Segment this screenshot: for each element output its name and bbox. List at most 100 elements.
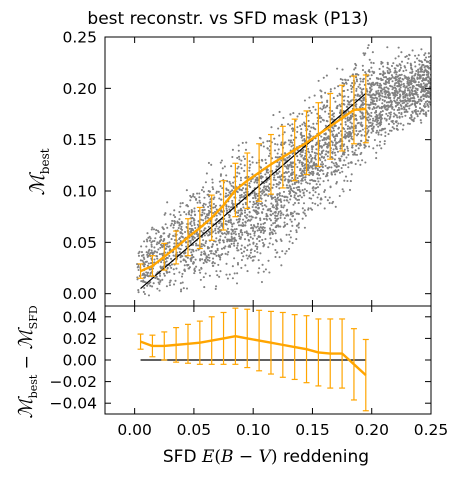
scatter-point [404, 104, 407, 107]
scatter-point [323, 189, 326, 192]
scatter-point [384, 83, 387, 86]
scatter-point [288, 240, 291, 243]
scatter-point [268, 271, 271, 274]
scatter-point [180, 288, 183, 291]
scatter-point [175, 267, 178, 270]
scatter-point [201, 258, 204, 261]
scatter-point [424, 52, 427, 55]
scatter-point [202, 204, 205, 207]
scatter-point [257, 206, 260, 209]
scatter-point [214, 229, 217, 232]
scatter-point [231, 155, 234, 159]
scatter-point [267, 186, 271, 189]
scatter-point [240, 259, 243, 262]
scatter-point [404, 66, 407, 69]
scatter-point [414, 105, 417, 108]
scatter-point [400, 107, 403, 110]
scatter-point [262, 208, 265, 211]
scatter-point [382, 127, 385, 131]
scatter-point [359, 163, 362, 166]
scatter-point [346, 147, 349, 150]
scatter-point [381, 98, 384, 101]
scatter-point [277, 212, 280, 215]
scatter-point [360, 121, 363, 124]
scatter-point [290, 172, 293, 175]
scatter-point [386, 71, 389, 74]
scatter-point [219, 174, 222, 177]
scatter-point [240, 228, 243, 232]
scatter-point [363, 53, 366, 57]
scatter-point [296, 149, 299, 152]
scatter-point [262, 228, 265, 231]
scatter-point [220, 159, 223, 162]
scatter-point [317, 79, 320, 82]
scatter-point [159, 243, 163, 246]
scatter-point [239, 188, 242, 191]
scatter-point [414, 54, 417, 57]
scatter-point [245, 216, 248, 219]
scatter-point [314, 187, 317, 190]
scatter-point [326, 146, 329, 149]
scatter-point [289, 113, 292, 116]
scatter-point [237, 144, 240, 147]
scatter-point [397, 106, 400, 109]
scatter-point [384, 135, 387, 138]
scatter-point [144, 260, 147, 264]
scatter-point [414, 65, 417, 68]
scatter-point [315, 152, 318, 155]
scatter-point [308, 171, 311, 174]
scatter-point [186, 256, 189, 259]
scatter-point [248, 160, 251, 163]
scatter-point [368, 91, 371, 94]
scatter-point [321, 118, 324, 121]
scatter-point [206, 256, 209, 259]
scatter-point [287, 179, 290, 183]
scatter-point [225, 207, 228, 210]
scatter-point [308, 161, 311, 164]
scatter-point [246, 257, 249, 260]
scatter-point [194, 198, 198, 201]
scatter-point [231, 225, 234, 228]
scatter-point [373, 107, 376, 110]
scatter-point [211, 243, 214, 246]
scatter-point [380, 147, 383, 150]
scatter-point [331, 144, 334, 147]
scatter-point [324, 110, 327, 113]
scatter-point [245, 230, 248, 233]
scatter-point [332, 162, 335, 165]
scatter-point [331, 141, 334, 144]
scatter-point [382, 88, 385, 91]
scatter-point [311, 201, 314, 205]
scatter-point [301, 178, 304, 181]
scatter-point [265, 205, 268, 208]
scatter-point [320, 145, 324, 148]
scatter-point [235, 282, 239, 285]
scatter-point [264, 173, 267, 176]
scatter-point [275, 204, 278, 208]
scatter-point [204, 272, 207, 275]
scatter-point [236, 244, 239, 247]
scatter-point [381, 95, 384, 98]
scatter-point [200, 253, 203, 256]
scatter-point [347, 79, 350, 82]
scatter-point [415, 70, 418, 73]
scatter-point [329, 90, 332, 93]
scatter-point [362, 52, 365, 55]
scatter-point [425, 92, 428, 95]
scatter-point [148, 239, 151, 242]
scatter-point [328, 196, 331, 199]
scatter-point [250, 227, 253, 230]
scatter-point [235, 228, 238, 231]
scatter-point [224, 220, 228, 223]
scatter-point [200, 218, 203, 221]
scatter-point [156, 257, 159, 260]
scatter-point [200, 242, 203, 246]
scatter-point [376, 83, 379, 87]
scatter-point [146, 284, 149, 287]
scatter-point [258, 240, 261, 243]
scatter-point [221, 187, 224, 190]
scatter-point [185, 260, 188, 263]
scatter-point [368, 58, 371, 61]
scatter-point [166, 266, 169, 269]
